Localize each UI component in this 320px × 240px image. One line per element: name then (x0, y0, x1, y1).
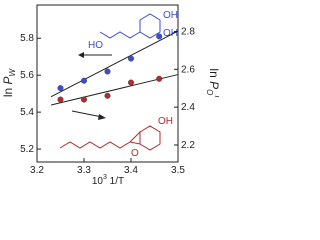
point (80, 77, 87, 84)
point (104, 92, 111, 99)
molecule-label: O (131, 148, 139, 159)
molecule-label: HO (88, 40, 103, 51)
plot-frame (36, 4, 179, 163)
x-axis-title: 103 1/T (92, 174, 124, 187)
x-tick-label: 3.2 (30, 165, 44, 176)
x-tick-label: 3.4 (124, 165, 138, 176)
y-tick-label: 5.6 (20, 70, 34, 81)
y-tick-label: 5.4 (20, 107, 34, 118)
point (127, 79, 134, 86)
molecule-label: OH (158, 116, 173, 127)
point (156, 75, 163, 82)
arrowhead (78, 52, 84, 58)
x-tick-label: 3.3 (77, 165, 91, 176)
y-axis-title: ln PW (1, 67, 17, 97)
chart: ln PW ln POI 103 1/T HO OH OH OH O 3.2 3.… (1, 4, 219, 187)
arrowhead (98, 114, 106, 120)
point (57, 85, 64, 92)
fit-line (50, 30, 179, 98)
x-tick-label: 3.5 (171, 165, 185, 176)
molecule-label: OH (163, 10, 178, 21)
point (104, 68, 111, 75)
page: {"chart_data": {"type": "scatter", "x_la… (1, 4, 219, 187)
y2-tick-label: 2.8 (181, 26, 195, 37)
y2-tick-label: 2.2 (181, 140, 195, 151)
point (127, 55, 134, 62)
molecule-label: OH (163, 28, 178, 39)
y-tick-label: 5.8 (20, 33, 34, 44)
point (57, 96, 64, 103)
y2-axis-title: ln POI (205, 68, 219, 98)
point (156, 33, 163, 40)
blue-molecule (99, 13, 161, 39)
red-molecule (59, 125, 161, 151)
point (80, 96, 87, 103)
y2-tick-label: 2.4 (181, 102, 195, 113)
arrow (71, 110, 103, 118)
y2-tick-label: 2.6 (181, 64, 195, 75)
y-tick-label: 5.2 (20, 144, 34, 155)
